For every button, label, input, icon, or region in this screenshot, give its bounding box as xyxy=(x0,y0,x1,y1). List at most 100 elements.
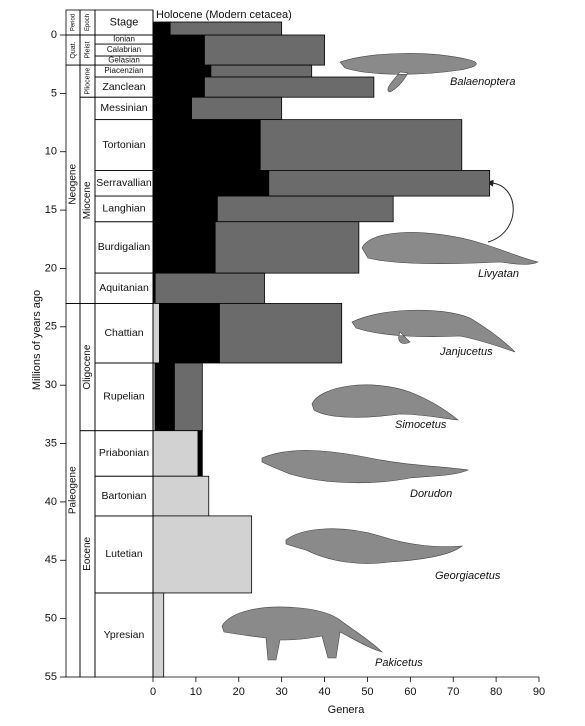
bar-segment xyxy=(152,34,205,66)
x-tick-label: 20 xyxy=(233,686,245,698)
bar-segment xyxy=(152,76,205,98)
y-tick-label: 45 xyxy=(45,554,57,566)
bar-segment xyxy=(174,362,203,432)
y-axis-label: Millions of years ago xyxy=(31,290,43,390)
y-tick-label: 0 xyxy=(51,29,57,41)
bar-segment xyxy=(204,76,375,98)
x-tick-label: 60 xyxy=(404,686,416,698)
bar-segment xyxy=(152,430,199,477)
stage-label: Ypresian xyxy=(104,629,145,641)
bar-segment xyxy=(152,170,270,197)
livyatan xyxy=(361,232,539,265)
bar-segment xyxy=(159,303,220,364)
annotation: Georgiacetus xyxy=(435,570,501,582)
bar-segment xyxy=(259,119,463,171)
holocene-segment xyxy=(169,21,283,36)
y-tick-label: 55 xyxy=(45,671,57,683)
bar-segment xyxy=(191,96,283,121)
bar-segment xyxy=(219,303,343,364)
x-tick-label: 10 xyxy=(190,686,202,698)
y-tick-label: 25 xyxy=(45,321,57,333)
balaenoptera xyxy=(339,53,477,93)
annotation: Livyatan xyxy=(478,268,519,280)
period-label: Paleogene xyxy=(68,466,79,514)
arrow xyxy=(486,179,514,243)
stage-label: Lutetian xyxy=(105,548,143,560)
bar-segment xyxy=(197,430,203,477)
stage-label: Burdigalian xyxy=(98,241,151,253)
bar-segment xyxy=(214,221,360,274)
x-tick-label: 40 xyxy=(318,686,330,698)
bar-segment xyxy=(152,96,192,121)
holocene-label: Holocene (Modern cetacea) xyxy=(156,9,292,21)
stage-label: Gelasian xyxy=(108,56,140,65)
bar-segment xyxy=(210,64,313,78)
georgiacetus xyxy=(285,528,463,564)
period-label: Neogene xyxy=(68,164,79,205)
bar-segment xyxy=(152,592,165,678)
bar-segment xyxy=(152,515,253,594)
y-tick-label: 40 xyxy=(45,496,57,508)
bar-segment xyxy=(152,119,261,171)
stage-label: Chattian xyxy=(104,327,143,339)
annotation: Pakicetus xyxy=(375,657,423,669)
dorudon xyxy=(261,450,470,484)
x-tick-label: 90 xyxy=(533,686,545,698)
epoch-label: Eocene xyxy=(82,536,93,570)
y-tick-label: 30 xyxy=(45,379,57,391)
annotation: Dorudon xyxy=(410,488,452,500)
illustrations xyxy=(221,53,539,661)
annotation: Janjucetus xyxy=(439,346,493,358)
y-tick-label: 5 xyxy=(51,87,57,99)
x-tick-label: 0 xyxy=(150,686,156,698)
annotation: Simocetus xyxy=(395,419,447,431)
janjucetus xyxy=(351,309,516,353)
y-tick-label: 35 xyxy=(45,437,57,449)
stage-label: Calabrian xyxy=(107,45,141,54)
header-label: Stage xyxy=(110,16,139,28)
stage-label: Ionian xyxy=(113,35,135,44)
annotation: Balaenoptera xyxy=(450,76,515,88)
header-label: Epoch xyxy=(85,14,91,31)
stage-label: Serravallian xyxy=(96,177,152,189)
x-tick-label: 80 xyxy=(490,686,502,698)
epoch-label: Pliocene xyxy=(84,68,91,95)
pakicetus xyxy=(221,606,384,661)
y-tick-label: 15 xyxy=(45,204,57,216)
holocene-segment xyxy=(152,21,171,36)
bar-segment xyxy=(152,195,218,223)
stage-label: Langhian xyxy=(102,203,145,215)
x-tick-label: 30 xyxy=(276,686,288,698)
epoch-label: Miocene xyxy=(82,181,93,219)
stage-label: Piacenzian xyxy=(104,66,143,75)
x-tick-label: 50 xyxy=(361,686,373,698)
bar-segment xyxy=(216,195,394,223)
stage-label: Zanclean xyxy=(102,81,145,93)
simocetus xyxy=(311,384,459,421)
bar-segment xyxy=(204,34,325,66)
header-label: Period xyxy=(71,14,77,31)
bar-segment xyxy=(154,272,265,304)
bar-segment xyxy=(154,362,175,432)
y-tick-label: 50 xyxy=(45,613,57,625)
epoch-label: Pleist xyxy=(84,41,91,58)
x-tick-label: 70 xyxy=(447,686,459,698)
bar-segment xyxy=(152,64,212,78)
stage-label: Messinian xyxy=(100,102,147,114)
bar-segment xyxy=(152,221,216,274)
bar-segment xyxy=(268,170,491,197)
stage-label: Priabonian xyxy=(99,447,149,459)
bar-segment xyxy=(152,475,210,517)
period-label: Quat. xyxy=(70,41,77,58)
bar-segment xyxy=(152,303,160,364)
stage-label: Tortonian xyxy=(102,139,145,151)
stage-label: Rupelian xyxy=(103,391,145,403)
epoch-label: Oligocene xyxy=(82,344,93,389)
y-tick-label: 20 xyxy=(45,262,57,274)
x-axis-label: Genera xyxy=(328,704,366,716)
stage-label: Aquitanian xyxy=(99,282,149,294)
stage-label: Bartonian xyxy=(102,490,147,502)
y-tick-label: 10 xyxy=(45,146,57,158)
